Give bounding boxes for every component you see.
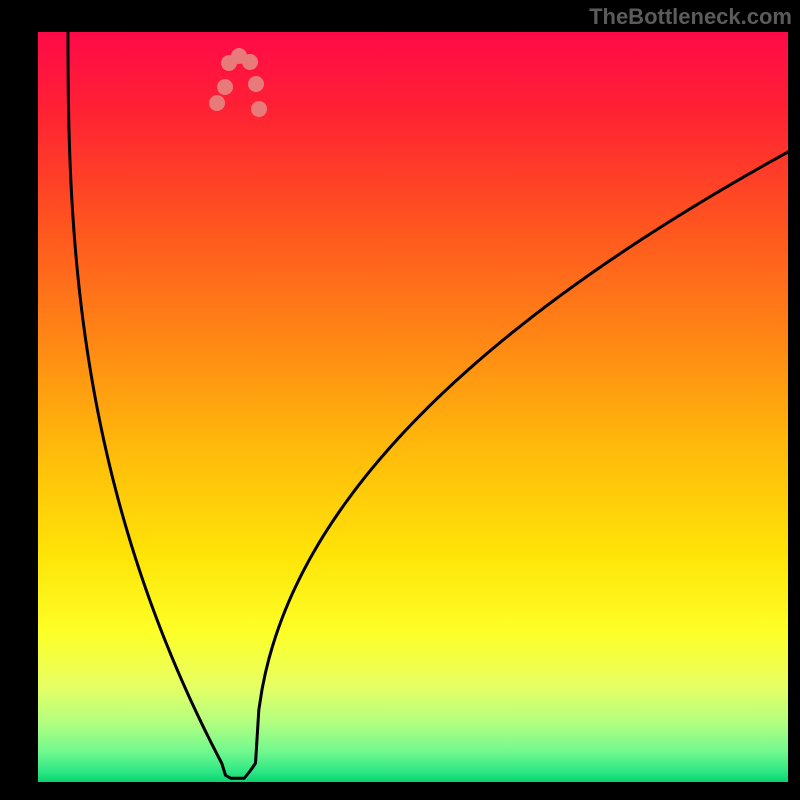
- valley-marker: [251, 101, 267, 117]
- plot-area: [38, 32, 788, 782]
- valley-marker: [248, 76, 264, 92]
- chart-stage: TheBottleneck.com: [0, 0, 800, 800]
- valley-marker: [242, 54, 258, 70]
- valley-marker: [217, 79, 233, 95]
- curve-layer: [38, 32, 788, 782]
- watermark-text: TheBottleneck.com: [589, 4, 792, 30]
- bottleneck-curve: [68, 32, 788, 778]
- valley-marker: [209, 95, 225, 111]
